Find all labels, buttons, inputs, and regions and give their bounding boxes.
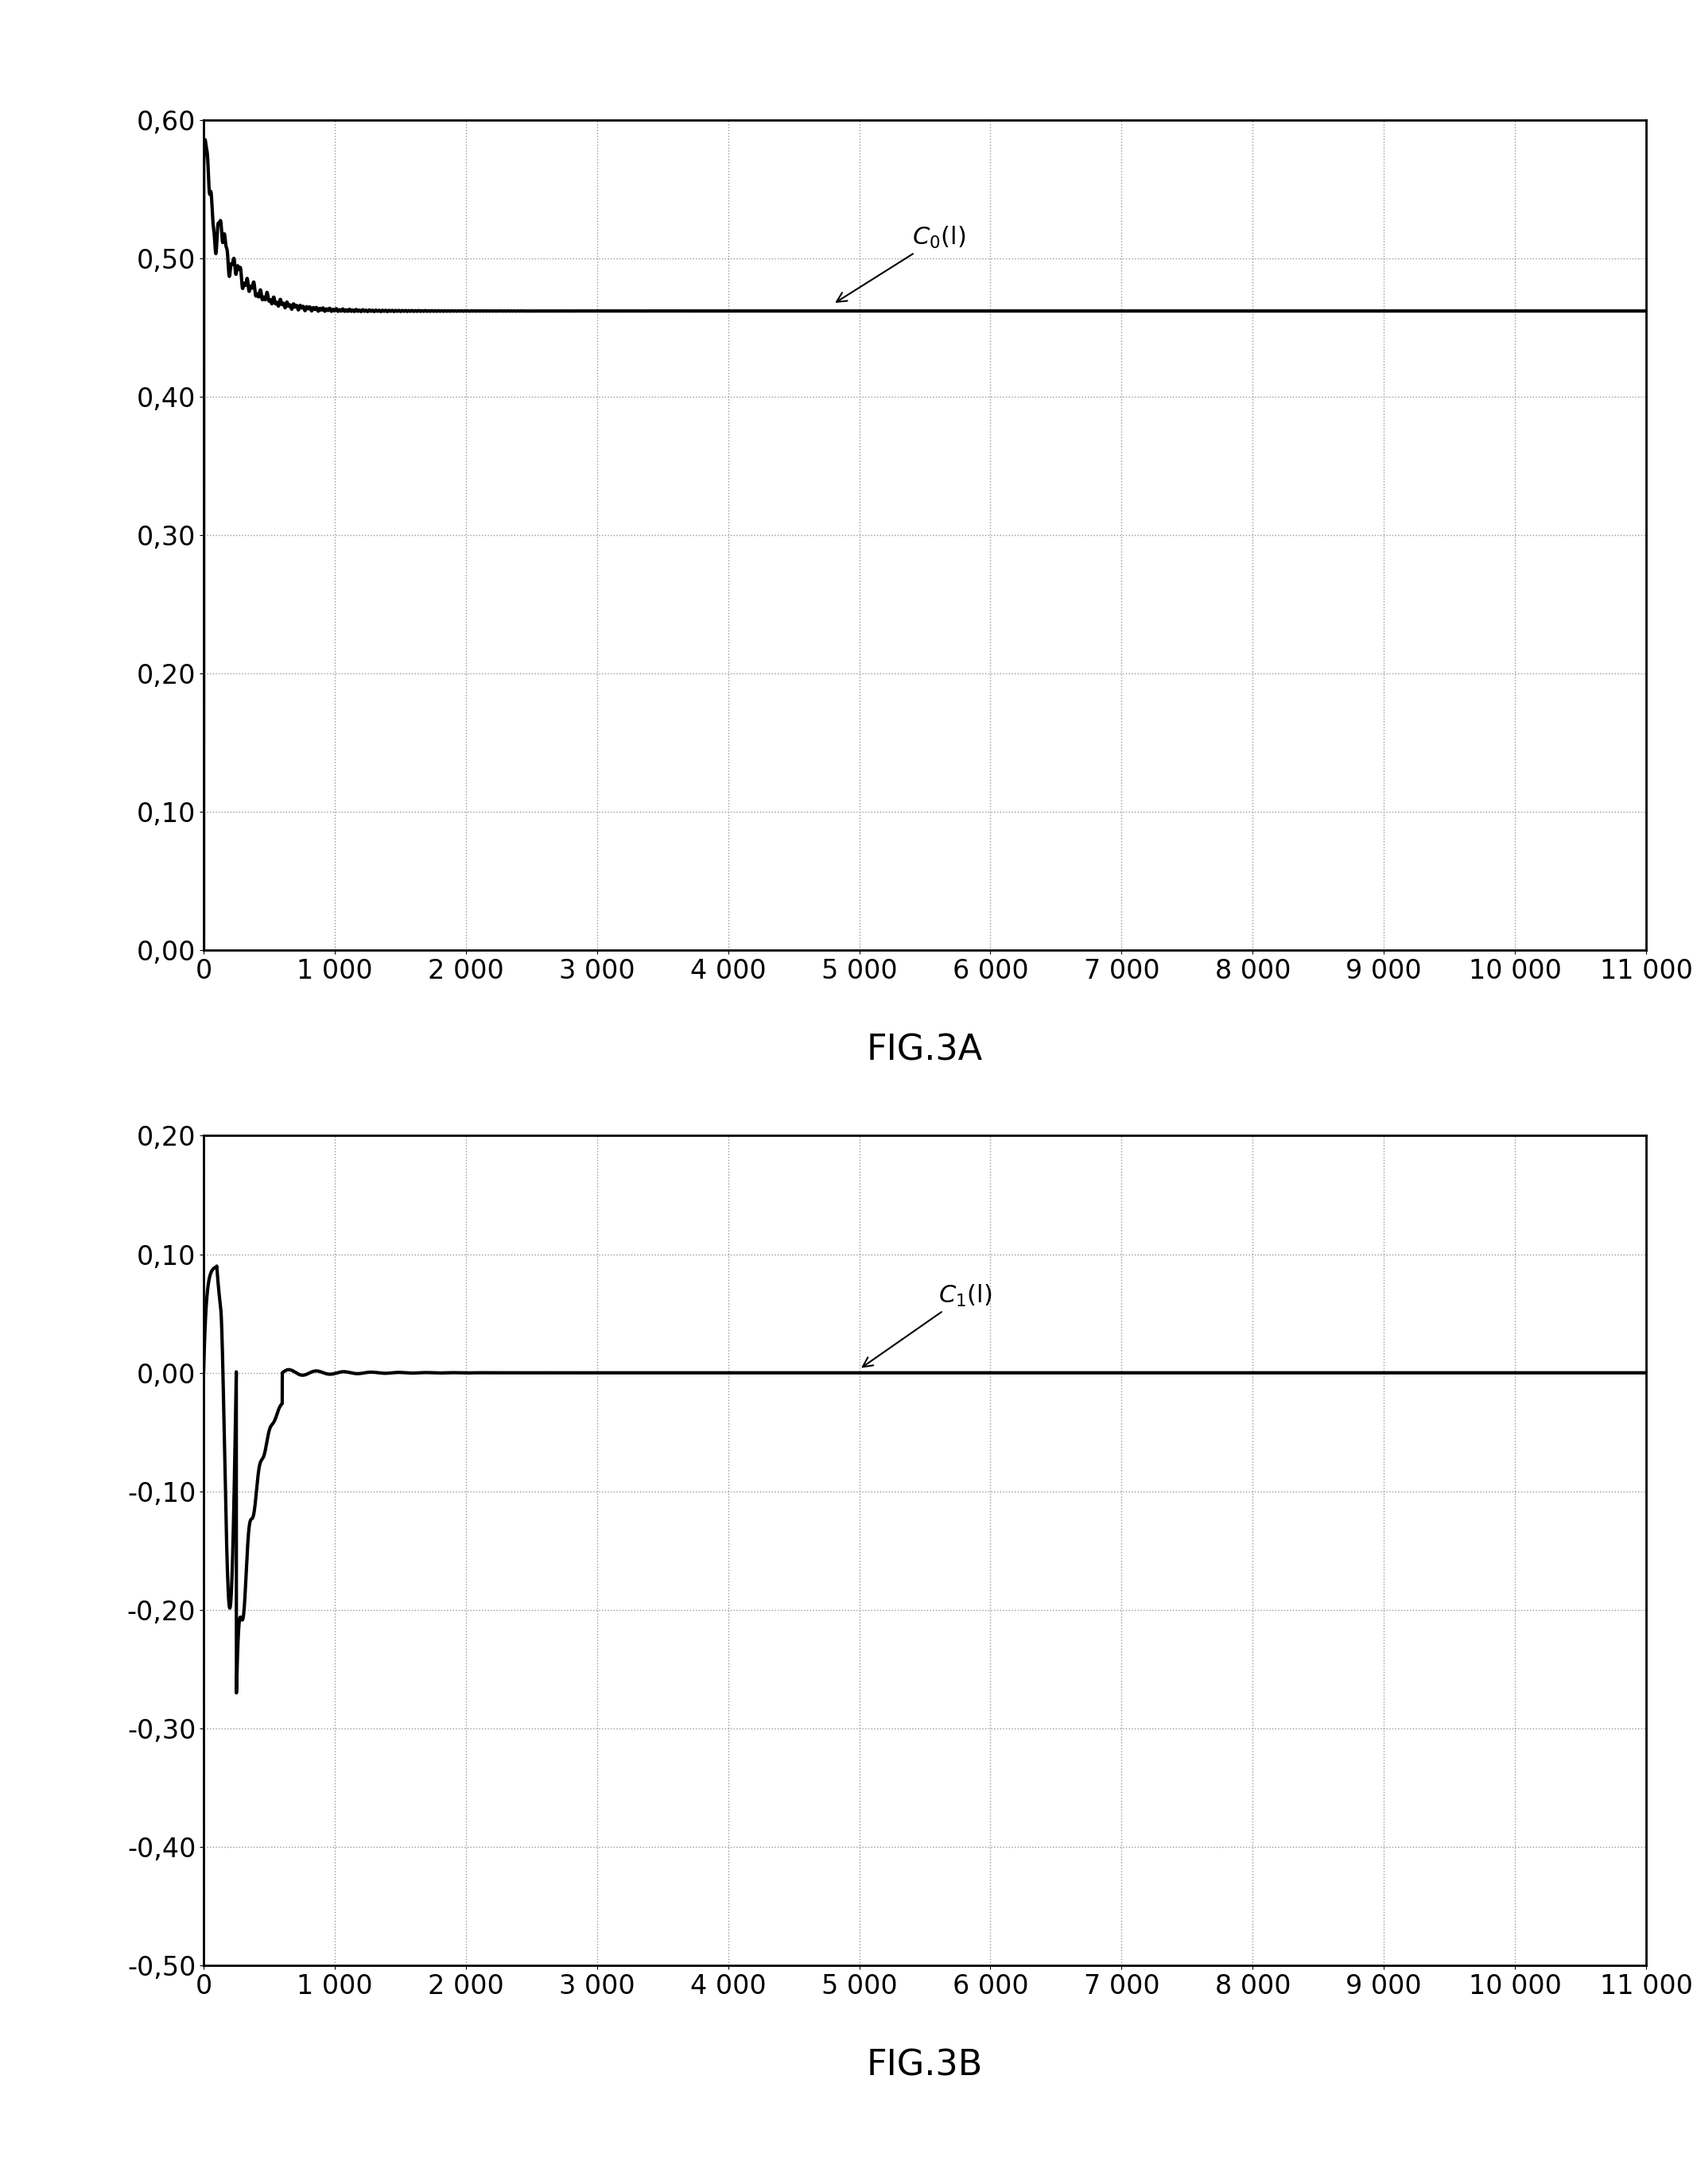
Text: FIG.3B: FIG.3B: [867, 2049, 983, 2084]
Text: FIG.3A: FIG.3A: [867, 1033, 983, 1068]
Text: $C_1$(l): $C_1$(l): [862, 1282, 991, 1367]
Text: $C_0$(l): $C_0$(l): [837, 225, 966, 301]
